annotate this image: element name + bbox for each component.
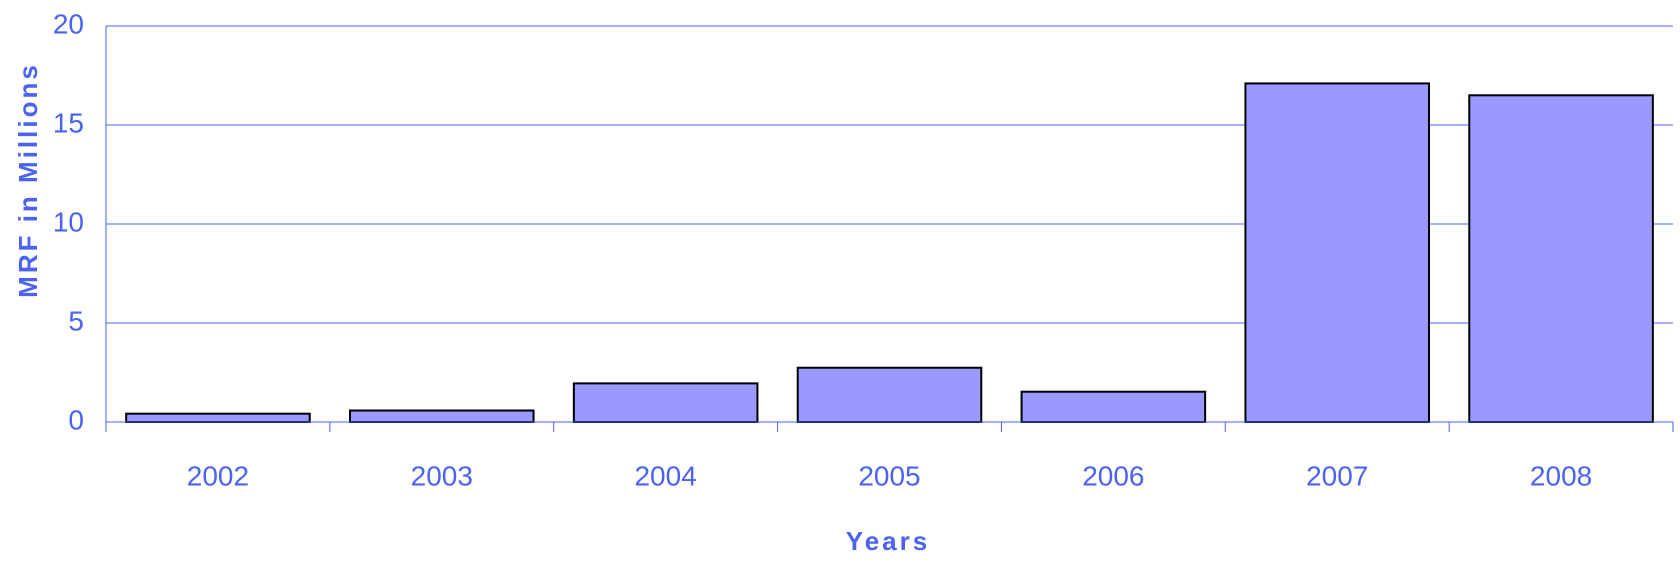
bar	[1020, 390, 1207, 423]
bar	[1468, 94, 1654, 424]
x-tick-label: 2003	[411, 460, 473, 491]
y-tick-label: 5	[68, 305, 84, 336]
x-axis-title: Years	[846, 526, 930, 556]
x-tick-label: 2004	[634, 460, 696, 491]
x-tick-label: 2007	[1306, 460, 1368, 491]
x-tick-label: 2008	[1530, 460, 1592, 491]
bar	[796, 366, 983, 423]
bar	[572, 382, 759, 424]
x-tick-label: 2002	[187, 460, 249, 491]
x-tick-label: 2005	[858, 460, 920, 491]
bar	[125, 412, 311, 423]
y-tick-label: 10	[53, 206, 84, 237]
y-tick-label: 15	[53, 107, 84, 138]
x-tick-label: 2006	[1082, 460, 1144, 491]
bar	[1244, 82, 1430, 423]
y-tick-label: 20	[53, 8, 84, 39]
bar	[349, 409, 535, 423]
y-tick-label: 0	[68, 404, 84, 435]
y-axis-title: MRF in Millions	[13, 62, 43, 298]
